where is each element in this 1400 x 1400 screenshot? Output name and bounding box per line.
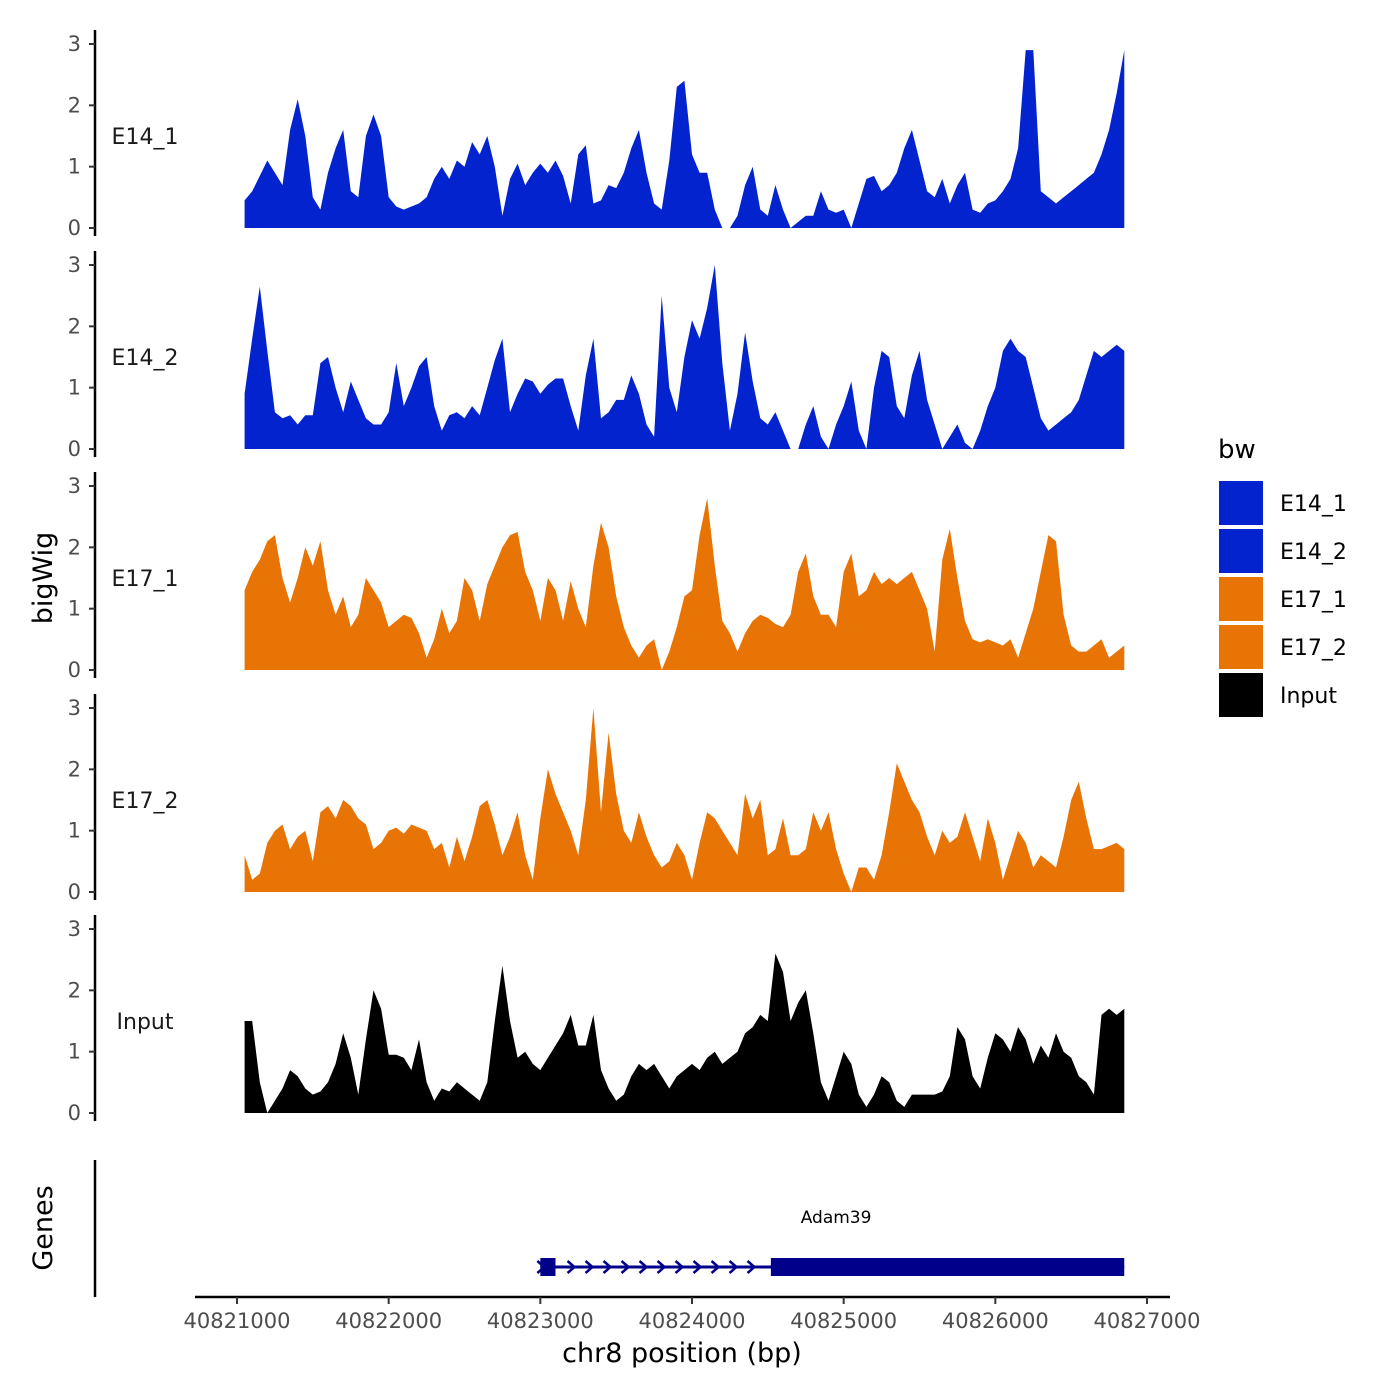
- legend-label: E14_2: [1280, 540, 1347, 565]
- track-E17_1: 0 1 2 3 E17_1: [68, 472, 1125, 682]
- area-E17_2: [244, 708, 1125, 892]
- legend-swatch: [1217, 671, 1265, 719]
- y-tick-label: 2: [68, 978, 81, 1002]
- legend-item: E14_2: [1217, 527, 1347, 575]
- y-tick-label: 3: [68, 917, 81, 941]
- x-tick-label: 40823000: [487, 1309, 594, 1333]
- legend-items: E14_1 E14_2 E17_1 E17_2 Input: [1217, 479, 1347, 719]
- genes-track-title: Genes: [28, 1185, 59, 1270]
- x-tick-label: 40824000: [639, 1309, 746, 1333]
- track-E17_2: 0 1 2 3 E17_2: [68, 694, 1125, 904]
- track-panels: 0 1 2 3 E14_1 0 1 2 3 E14_2 0 1 2 3 E17_1 0 1 2 3 E17_2 0 1 2 3…: [68, 30, 1125, 1125]
- y-tick-label: 0: [68, 216, 81, 240]
- strand-arrow: [584, 1260, 595, 1274]
- area-E17_1: [244, 498, 1125, 670]
- y-tick-label: 2: [68, 535, 81, 559]
- y-tick-label: 1: [68, 376, 81, 400]
- legend-item: E17_1: [1217, 575, 1347, 623]
- track-label: E17_1: [112, 567, 179, 592]
- x-tick-label: 40825000: [790, 1309, 897, 1333]
- strand-arrow: [620, 1260, 631, 1274]
- track-label: Input: [117, 1010, 174, 1035]
- x-axis-title: chr8 position (bp): [562, 1338, 802, 1369]
- legend-swatch: [1217, 479, 1265, 527]
- track-label: E17_2: [112, 789, 179, 814]
- legend-label: E17_1: [1280, 588, 1347, 613]
- gene-exon: [540, 1258, 556, 1276]
- y-tick-label: 0: [68, 880, 81, 904]
- track-label: E14_1: [112, 125, 179, 150]
- gene-label: Adam39: [801, 1208, 872, 1228]
- track-Input: 0 1 2 3 Input: [68, 915, 1125, 1125]
- legend-item: E14_1: [1217, 479, 1347, 527]
- legend-label: E17_2: [1280, 636, 1347, 661]
- legend-swatch: [1217, 527, 1265, 575]
- legend-label: E14_1: [1280, 492, 1347, 517]
- strand-arrow: [692, 1260, 703, 1274]
- legend-label: Input: [1280, 684, 1337, 709]
- strand-arrow: [746, 1260, 757, 1274]
- legend: bw E14_1 E14_2 E17_1 E17_2 Input: [1217, 435, 1347, 719]
- y-tick-label: 1: [68, 155, 81, 179]
- legend-item: Input: [1217, 671, 1337, 719]
- strand-arrow: [602, 1260, 613, 1274]
- x-tick-label: 40826000: [942, 1309, 1049, 1333]
- legend-swatch: [1217, 575, 1265, 623]
- y-tick-label: 3: [68, 474, 81, 498]
- strand-arrow: [728, 1260, 739, 1274]
- legend-title: bw: [1218, 435, 1256, 465]
- x-tick-label: 40827000: [1094, 1309, 1201, 1333]
- legend-swatch: [1217, 623, 1265, 671]
- strand-arrow: [710, 1260, 721, 1274]
- y-tick-label: 0: [68, 658, 81, 682]
- strand-arrow: [674, 1260, 685, 1274]
- x-tick-label: 40821000: [184, 1309, 291, 1333]
- x-tick-label: 40822000: [335, 1309, 442, 1333]
- y-axis-title: bigWig: [28, 532, 59, 625]
- track-E14_1: 0 1 2 3 E14_1: [68, 30, 1125, 240]
- y-tick-label: 3: [68, 253, 81, 277]
- legend-item: E17_2: [1217, 623, 1347, 671]
- y-tick-label: 0: [68, 437, 81, 461]
- y-tick-label: 3: [68, 696, 81, 720]
- y-tick-label: 1: [68, 819, 81, 843]
- y-tick-label: 2: [68, 314, 81, 338]
- y-tick-label: 3: [68, 32, 81, 56]
- y-tick-label: 0: [68, 1101, 81, 1125]
- y-tick-label: 2: [68, 757, 81, 781]
- y-tick-label: 1: [68, 1040, 81, 1064]
- area-E14_2: [244, 265, 1125, 449]
- strand-arrow: [638, 1260, 649, 1274]
- x-axis: 40821000 40822000 40823000 40824000 40825000…: [184, 1295, 1201, 1333]
- track-E14_2: 0 1 2 3 E14_2: [68, 251, 1125, 461]
- area-Input: [244, 953, 1125, 1113]
- area-E14_1: [244, 50, 1125, 228]
- y-tick-label: 1: [68, 597, 81, 621]
- gene-exon: [770, 1258, 1125, 1276]
- strand-arrow: [656, 1260, 667, 1274]
- genes-panel: Adam39: [93, 1160, 1125, 1297]
- track-label: E14_2: [112, 346, 179, 371]
- y-tick-label: 2: [68, 93, 81, 117]
- strand-arrow: [566, 1260, 577, 1274]
